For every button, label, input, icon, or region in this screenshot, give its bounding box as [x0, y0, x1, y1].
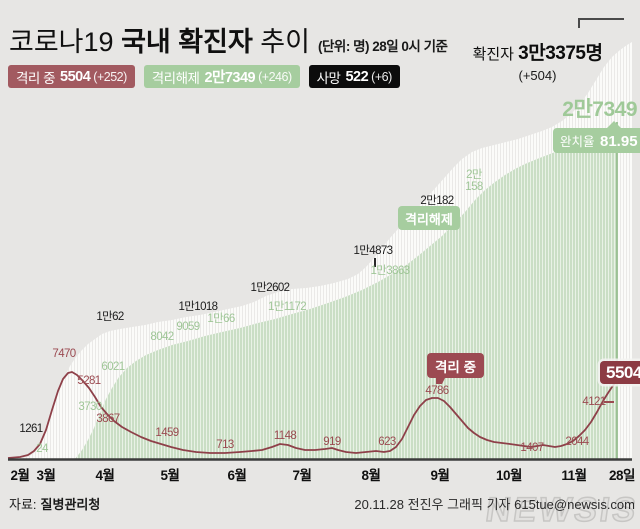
x-axis-label: 5월: [160, 468, 180, 483]
legend-released-delta: (+246): [258, 69, 292, 84]
unit-note: (단위: 명) 28일 0시 기준: [317, 39, 448, 54]
x-axis-label: 9월: [430, 468, 450, 483]
data-label-released: 1만1172: [267, 301, 307, 313]
data-label-confirmed: 1만62: [96, 311, 124, 323]
data-label-quarantine: 7470: [52, 348, 76, 360]
data-label-quarantine: 919: [323, 436, 341, 448]
legend-quarantine-badge: 격리 중 5504 (+252): [8, 65, 135, 88]
data-label-quarantine: 623: [378, 436, 396, 448]
data-label-released: 9059: [176, 321, 200, 333]
confirmed-value: 3만3375명: [518, 43, 603, 64]
data-label-confirmed: 1만2602: [250, 282, 291, 294]
confirmed-delta: (+504): [518, 68, 557, 83]
page-title: 코로나19 국내 확진자 추이 (단위: 명) 28일 0시 기준: [9, 20, 448, 59]
legend: 격리 중 5504 (+252) 격리해제 2만7349 (+246) 사망 5…: [8, 65, 400, 88]
x-axis-label: 7월: [292, 468, 312, 483]
cure-rate-badge: 완치율 81.95 %: [553, 121, 640, 153]
x-axis-label: 11월: [561, 468, 587, 483]
data-label-confirmed: 1만4873: [353, 245, 394, 257]
data-label-confirmed: 1261: [19, 423, 43, 435]
legend-quarantine-delta: (+252): [93, 69, 127, 84]
data-label-quarantine: 1459: [155, 427, 179, 439]
data-label-quarantine: 1148: [273, 430, 297, 442]
legend-quarantine-value: 5504: [60, 68, 91, 85]
released-total-label: 2만7349: [562, 98, 637, 121]
final-quarantine-badge: 5504: [600, 361, 640, 384]
data-label-released: 24: [36, 443, 48, 455]
source-label: 자료:: [9, 497, 37, 512]
data-label-released: 8042: [150, 331, 174, 343]
x-axis-label: 2월: [10, 468, 30, 483]
released-area-badge: 격리해제: [398, 206, 460, 230]
x-axis-label: 4월: [95, 468, 115, 483]
quarantine-line-badge: 격리 중: [427, 353, 485, 384]
x-axis-label: 28일: [609, 468, 635, 483]
data-label-released: 1만3863: [370, 265, 411, 277]
leader-bracket: [578, 18, 624, 28]
title-tail: 추이: [260, 27, 310, 57]
quarantine-line: [7, 371, 618, 459]
source-value: 질병관리청: [40, 497, 101, 512]
data-label-released: 1만66: [207, 313, 235, 325]
data-label-released: 3730: [78, 401, 102, 413]
data-label-released: 158: [465, 181, 483, 193]
data-label-quarantine: 1407: [520, 442, 544, 454]
x-axis-label: 6월: [227, 468, 247, 483]
data-label-quarantine: 5281: [77, 375, 101, 387]
data-label-released: 6021: [101, 361, 125, 373]
cure-rate-label: 완치율: [560, 135, 595, 149]
legend-quarantine-label: 격리 중: [16, 70, 56, 86]
data-label-quarantine: 713: [216, 439, 234, 451]
credit-line: 20.11.28 전진우 그래픽 기자 615tue@newsis.com: [354, 497, 635, 512]
legend-deaths-label: 사망: [316, 70, 341, 86]
cure-rate-value: 81.95: [600, 133, 638, 150]
data-label-quarantine: 3867: [96, 413, 120, 425]
legend-deaths-value: 522: [345, 68, 369, 85]
x-axis-label: 8월: [361, 468, 381, 483]
legend-released-label: 격리해제: [151, 70, 200, 86]
data-label-confirmed: 2만182: [420, 195, 454, 207]
legend-released-badge: 격리해제 2만7349 (+246): [143, 65, 300, 88]
data-label-released: 2만: [466, 169, 482, 181]
label-tick: [374, 258, 376, 267]
data-label-quarantine: 2044: [565, 436, 589, 448]
x-axis-label: 3월: [36, 468, 56, 483]
source-note: 자료: 질병관리청: [9, 494, 100, 513]
data-label-quarantine: 4786: [425, 385, 449, 397]
label-dash: [604, 401, 614, 403]
legend-deaths-badge: 사망 522 (+6): [308, 65, 400, 88]
confirmed-label: 확진자: [472, 46, 514, 63]
legend-released-value: 2만7349: [204, 70, 256, 86]
data-label-confirmed: 1만1018: [178, 301, 219, 313]
title-main: 국내 확진자: [121, 27, 253, 57]
legend-deaths-delta: (+6): [371, 69, 392, 84]
title-prefix: 코로나19: [9, 27, 114, 57]
confirmed-total-block: 확진자 3만3375명 (+504): [470, 38, 605, 83]
data-label-quarantine: 4121: [582, 396, 606, 408]
x-axis-label: 10월: [496, 468, 522, 483]
